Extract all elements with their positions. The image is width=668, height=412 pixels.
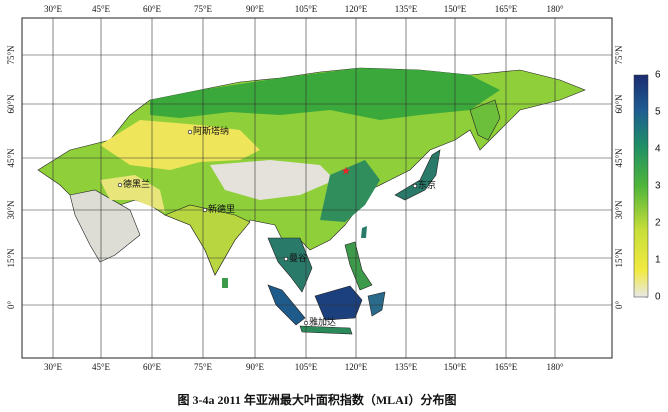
city-dot [412, 183, 418, 189]
arabia [69, 189, 141, 263]
kamchatka [469, 99, 501, 141]
city-label: 阿斯塔纳 [193, 125, 229, 136]
city-dot [202, 207, 208, 213]
lon-label-bottom: 105°E [295, 362, 318, 372]
forest-east [320, 160, 380, 222]
lon-label-top: 135°E [395, 4, 418, 14]
lat-label-left: 60°N [6, 94, 16, 114]
city-label: 东京 [418, 179, 436, 190]
city-dot [117, 182, 123, 188]
borneo [314, 285, 363, 321]
lon-label-top: 75°E [194, 4, 213, 14]
lon-label-bottom: 165°E [495, 362, 518, 372]
lat-label-right: 30°N [614, 200, 624, 220]
lon-label-bottom: 90°E [246, 362, 265, 372]
city-label: 新德里 [208, 203, 235, 214]
colorbar-label: 5 [655, 107, 661, 118]
caption: 图 3-4a 2011 年亚洲最大叶面积指数（MLAI）分布图 [177, 392, 456, 407]
lat-label-right: 60°N [614, 94, 624, 114]
sri-lanka [222, 278, 228, 288]
lon-label-top: 105°E [295, 4, 318, 14]
philippines [344, 241, 373, 291]
city-dot [187, 129, 193, 135]
sulawesi [367, 291, 386, 317]
map: ★ [21, 17, 613, 359]
desert [210, 160, 335, 200]
lon-label-bottom: 60°E [143, 362, 162, 372]
japan [394, 149, 441, 201]
colorbar-label: 4 [655, 144, 661, 155]
lon-label-bottom: 75°E [194, 362, 213, 372]
lon-label-top: 150°E [444, 4, 467, 14]
colorbar-label: 1 [655, 255, 661, 266]
lon-label-top: 45°E [92, 4, 111, 14]
lat-label-right: 45°N [614, 148, 624, 168]
colorbar-label: 6 [655, 70, 661, 81]
java [299, 325, 353, 335]
lon-label-bottom: 150°E [444, 362, 467, 372]
lon-label-bottom: 30°E [44, 362, 63, 372]
taiwan [361, 226, 367, 238]
lat-label-right: 75°N [614, 45, 624, 65]
lat-label-left: 45°N [6, 148, 16, 168]
colorbar-label: 0 [655, 292, 661, 303]
lon-label-bottom: 45°E [92, 362, 111, 372]
lon-label-top: 30°E [44, 4, 63, 14]
colorbar-label: 3 [655, 181, 661, 192]
city-label: 曼谷 [289, 253, 307, 263]
lon-label-top: 165°E [495, 4, 518, 14]
lat-label-left: 75°N [6, 45, 16, 65]
steppe [100, 120, 260, 170]
lat-label-left: 0° [6, 301, 16, 310]
city-label: 雅加达 [309, 316, 336, 327]
capital-marker: ★ [341, 166, 351, 178]
city-label: 德黑兰 [123, 178, 150, 189]
lon-label-top: 120°E [345, 4, 368, 14]
city-dot [303, 320, 309, 326]
lat-label-left: 15°N [6, 248, 16, 268]
city-dot [283, 256, 289, 262]
lon-label-bottom: 135°E [395, 362, 418, 372]
lat-label-left: 30°N [6, 200, 16, 220]
lon-label-bottom: 180° [546, 362, 564, 372]
lon-label-top: 180° [546, 4, 564, 14]
lon-label-bottom: 120°E [345, 362, 368, 372]
indochina [267, 237, 313, 293]
forest [150, 68, 500, 120]
colorbar [633, 74, 649, 298]
colorbar-label: 2 [655, 218, 661, 229]
iran [100, 175, 165, 212]
lat-label-right: 15°N [614, 248, 624, 268]
lon-label-top: 90°E [246, 4, 265, 14]
lat-label-right: 0° [614, 301, 624, 310]
lon-label-top: 60°E [143, 4, 162, 14]
